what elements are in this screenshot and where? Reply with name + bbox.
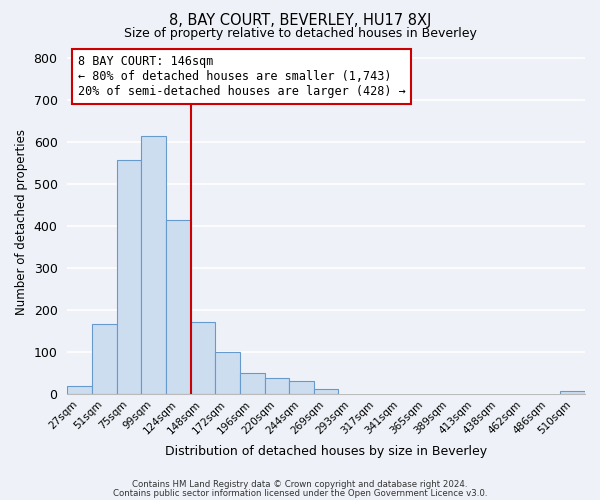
Bar (215, 352, 240, 395)
Bar (166, 220, 191, 394)
Bar (240, 374, 265, 394)
Text: Size of property relative to detached houses in Beverley: Size of property relative to detached ho… (124, 28, 476, 40)
Text: Contains HM Land Registry data © Crown copyright and database right 2024.: Contains HM Land Registry data © Crown c… (132, 480, 468, 489)
Bar (116, 160, 141, 394)
Bar (92, 324, 116, 394)
Bar (314, 390, 338, 394)
Bar (141, 136, 166, 394)
Bar (289, 380, 314, 394)
Text: Contains public sector information licensed under the Open Government Licence v3: Contains public sector information licen… (113, 488, 487, 498)
Y-axis label: Number of detached properties: Number of detached properties (15, 129, 28, 315)
Bar (191, 322, 215, 394)
Text: 8 BAY COURT: 146sqm
← 80% of detached houses are smaller (1,743)
20% of semi-det: 8 BAY COURT: 146sqm ← 80% of detached ho… (77, 55, 406, 98)
Bar (560, 391, 585, 394)
X-axis label: Distribution of detached houses by size in Beverley: Distribution of detached houses by size … (165, 444, 487, 458)
Bar (265, 378, 289, 394)
Text: 8, BAY COURT, BEVERLEY, HU17 8XJ: 8, BAY COURT, BEVERLEY, HU17 8XJ (169, 12, 431, 28)
Bar (67, 386, 92, 394)
